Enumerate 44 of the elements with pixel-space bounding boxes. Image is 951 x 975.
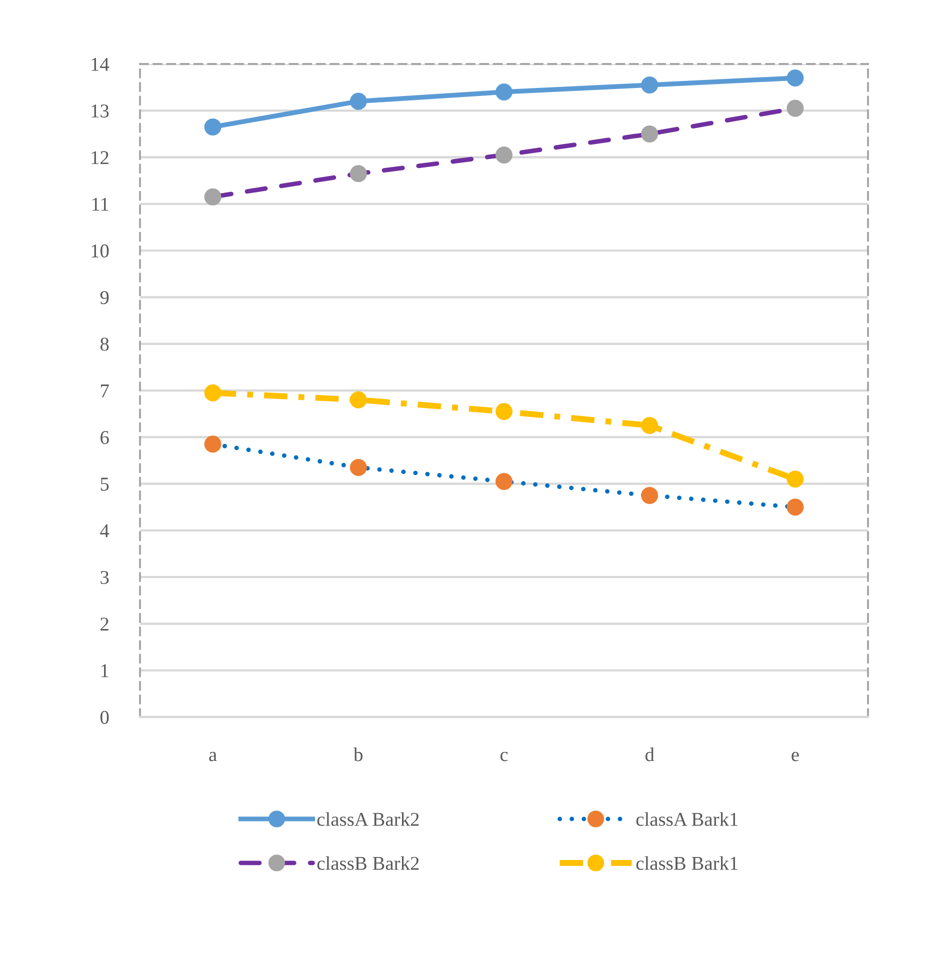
point [495, 146, 513, 164]
point [350, 165, 367, 182]
y-tick-label: 8 [100, 338, 109, 351]
x-tick-label: c [500, 752, 508, 762]
point [641, 416, 658, 434]
point [495, 472, 513, 490]
point [495, 402, 513, 420]
y-tick-label: 11 [92, 198, 108, 211]
legend-label: classA Bark1 [636, 812, 738, 826]
legend-label: classB Bark1 [636, 856, 738, 870]
point [204, 188, 222, 206]
y-tick-label: 3 [100, 570, 109, 584]
point [786, 100, 804, 117]
point [350, 458, 367, 476]
point [204, 118, 222, 136]
y-tick-label: 14 [92, 58, 110, 71]
y-tick-label: 4 [100, 524, 110, 538]
point [350, 391, 367, 408]
point [204, 436, 222, 453]
point [641, 125, 658, 142]
y-tick-label: 9 [100, 291, 109, 304]
point [786, 470, 804, 488]
point [495, 83, 513, 100]
y-tick-label: 12 [92, 151, 108, 164]
y-tick-label: 1 [101, 664, 108, 678]
x-tick-label: e [792, 752, 799, 762]
point [786, 69, 804, 86]
y-tick-label: 2 [100, 618, 108, 630]
y-tick-label: 7 [101, 384, 109, 398]
point [641, 486, 658, 504]
point [350, 92, 367, 110]
x-tick-label: a [209, 752, 217, 762]
y-tick-label: 0 [100, 710, 109, 724]
x-tick-label: d [645, 748, 654, 762]
x-tick-label: b [354, 748, 363, 762]
y-tick-label: 13 [92, 104, 109, 118]
legend-label: classB Bark2 [317, 856, 419, 870]
point [204, 384, 222, 402]
point [786, 498, 804, 516]
y-tick-label: 10 [92, 244, 109, 258]
y-tick-label: 6 [100, 431, 109, 444]
legend-label: classA Bark2 [317, 812, 419, 826]
y-tick-label: 5 [100, 478, 109, 491]
point [641, 76, 658, 94]
